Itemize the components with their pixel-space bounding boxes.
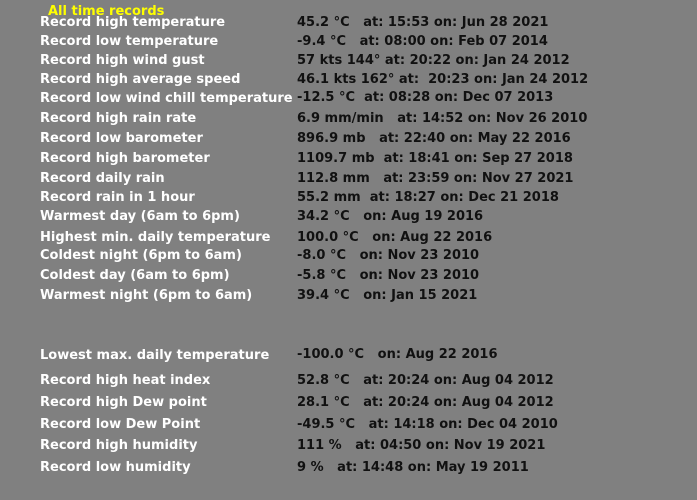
record-label: Coldest night (6pm to 6am) [40,248,242,263]
record-row: Record low wind chill temperature -12.5 °… [0,90,697,109]
record-label: Warmest night (6pm to 6am) [40,288,253,303]
record-value: -49.5 °C at: 14:18 on: Dec 04 2010 [297,417,558,432]
record-row: Record high temperature 45.2 °C at: 15:53… [0,15,697,33]
record-label: Highest min. daily temperature [40,230,271,245]
record-row: Coldest night (6pm to 6am) -8.0 °C on: No… [0,248,697,266]
record-row: Record rain in 1 hour 55.2 mm at: 18:27 o… [0,190,697,208]
record-row: Record low humidity 9 % at: 14:48 on: May… [0,460,697,478]
record-value: 34.2 °C on: Aug 19 2016 [297,209,484,224]
record-label: Record high humidity [40,438,198,453]
record-row: Record low temperature -9.4 °C at: 08:00 … [0,34,697,52]
record-row: Warmest night (6pm to 6am) 39.4 °C on: Ja… [0,288,697,306]
record-label: Record high barometer [40,151,210,166]
record-label: Record low temperature [40,34,219,49]
record-value: 100.0 °C on: Aug 22 2016 [297,230,493,245]
page-title: All time records [48,4,165,19]
record-value: 1109.7 mb at: 18:41 on: Sep 27 2018 [297,151,573,166]
record-row: Record high humidity 111 % at: 04:50 on: … [0,438,697,456]
record-value: -5.8 °C on: Nov 23 2010 [297,268,480,283]
record-label: Record daily rain [40,171,165,186]
record-value: 28.1 °C at: 20:24 on: Aug 04 2012 [297,395,554,410]
record-row: Record low barometer 896.9 mb at: 22:40 o… [0,131,697,149]
record-label: Record rain in 1 hour [40,190,195,205]
record-row: Record daily rain 112.8 mm at: 23:59 on: … [0,171,697,189]
record-row: Record high rain rate 6.9 mm/min at: 14:5… [0,111,697,129]
record-label: Record low barometer [40,131,203,146]
record-row: Record high wind gust 57 kts 144° at: 20:… [0,53,697,71]
record-label: Record high heat index [40,373,211,388]
record-value: 45.2 °C at: 15:53 on: Jun 28 2021 [297,15,549,30]
record-row: Lowest max. daily temperature -100.0 °C o… [0,347,697,366]
record-value: 57 kts 144° at: 20:22 on: Jan 24 2012 [297,53,570,68]
record-value: -9.4 °C at: 08:00 on: Feb 07 2014 [297,34,548,49]
record-label: Record high average speed [40,72,241,87]
record-label: Warmest day (6am to 6pm) [40,209,240,224]
record-value: -8.0 °C on: Nov 23 2010 [297,248,480,263]
record-label: Record high wind gust [40,53,205,68]
record-row: Highest min. daily temperature 100.0 °C o… [0,230,697,248]
record-label: Lowest max. daily temperature [40,348,270,363]
record-value: -12.5 °C at: 08:28 on: Dec 07 2013 [297,90,554,105]
record-label: Record high temperature [40,15,226,30]
record-row: Record low Dew Point -49.5 °C at: 14:18 o… [0,417,697,435]
record-row: Warmest day (6am to 6pm) 34.2 °C on: Aug … [0,209,697,227]
record-row: Record high barometer 1109.7 mb at: 18:41… [0,151,697,169]
record-value: 39.4 °C on: Jan 15 2021 [297,288,478,303]
record-label: Record high rain rate [40,111,197,126]
record-value: 9 % at: 14:48 on: May 19 2011 [297,460,529,475]
record-value: 46.1 kts 162° at: 20:23 on: Jan 24 2012 [297,72,589,87]
record-value: 896.9 mb at: 22:40 on: May 22 2016 [297,131,571,146]
record-value: -100.0 °C on: Aug 22 2016 [297,347,498,362]
record-value: 111 % at: 04:50 on: Nov 19 2021 [297,438,546,453]
record-label: Record low humidity [40,460,191,475]
record-label: Record high Dew point [40,395,207,410]
record-row: Record high Dew point 28.1 °C at: 20:24 o… [0,395,697,413]
record-row: Coldest day (6am to 6pm) -5.8 °C on: Nov … [0,268,697,286]
record-value: 52.8 °C at: 20:24 on: Aug 04 2012 [297,373,554,388]
record-row: Record high heat index 52.8 °C at: 20:24 … [0,373,697,391]
record-label: Record low Dew Point [40,417,201,432]
record-label: Record low wind chill temperature [40,91,293,106]
record-value: 55.2 mm at: 18:27 on: Dec 21 2018 [297,190,559,205]
record-label: Coldest day (6am to 6pm) [40,268,230,283]
record-value: 112.8 mm at: 23:59 on: Nov 27 2021 [297,171,574,186]
record-value: 6.9 mm/min at: 14:52 on: Nov 26 2010 [297,111,588,126]
record-row: Record high average speed 46.1 kts 162° a… [0,72,697,90]
